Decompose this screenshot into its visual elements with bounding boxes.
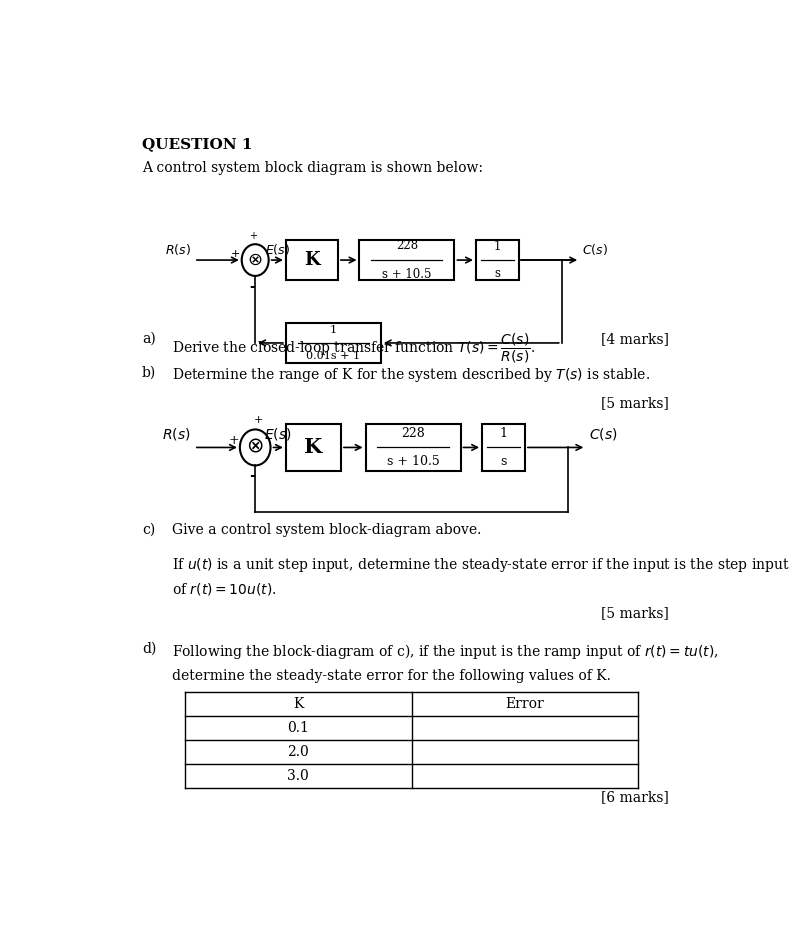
- Text: [4 marks]: [4 marks]: [601, 332, 669, 346]
- Bar: [286, 241, 338, 280]
- Text: 1: 1: [499, 427, 508, 440]
- Bar: [482, 424, 525, 471]
- Text: 228: 228: [396, 239, 418, 252]
- Text: +: +: [231, 249, 240, 259]
- Text: s: s: [494, 268, 501, 280]
- Text: s + 10.5: s + 10.5: [382, 268, 432, 281]
- Text: 2.0: 2.0: [287, 745, 309, 759]
- Text: $C(s)$: $C(s)$: [589, 427, 618, 443]
- Circle shape: [242, 244, 269, 276]
- Text: -: -: [249, 280, 255, 294]
- Text: $C(s)$: $C(s)$: [582, 241, 607, 256]
- Text: of $r(t) = 10u(t)$.: of $r(t) = 10u(t)$.: [172, 580, 277, 597]
- Text: $E(s)$: $E(s)$: [265, 241, 290, 256]
- Text: Determine the range of K for the system described by $T(s)$ is stable.: Determine the range of K for the system …: [172, 366, 650, 384]
- Text: Following the block-diagram of c), if the input is the ramp input of $r(t) = tu(: Following the block-diagram of c), if th…: [172, 642, 719, 661]
- Bar: [286, 424, 341, 471]
- Text: +: +: [254, 415, 263, 425]
- Bar: [365, 424, 460, 471]
- Text: 228: 228: [401, 427, 425, 440]
- Text: Give a control system block-diagram above.: Give a control system block-diagram abov…: [172, 523, 482, 537]
- Text: 1: 1: [330, 325, 337, 335]
- Text: $R(s)$: $R(s)$: [165, 241, 191, 256]
- Text: K: K: [305, 437, 323, 458]
- Text: [5 marks]: [5 marks]: [601, 606, 669, 620]
- Text: Derive the closed-loop transfer function $T(s) = \dfrac{C(s)}{R(s)}$.: Derive the closed-loop transfer function…: [172, 332, 536, 365]
- Text: $\otimes$: $\otimes$: [248, 251, 263, 269]
- Text: $R(s)$: $R(s)$: [162, 427, 191, 443]
- Text: b): b): [142, 366, 156, 380]
- Text: c): c): [142, 523, 155, 537]
- Text: $\otimes$: $\otimes$: [247, 438, 264, 457]
- Text: -: -: [249, 469, 255, 483]
- Text: A control system block diagram is shown below:: A control system block diagram is shown …: [142, 161, 483, 175]
- Text: 0.01s + 1: 0.01s + 1: [306, 351, 361, 361]
- Text: s: s: [500, 455, 507, 468]
- Text: [6 marks]: [6 marks]: [601, 790, 669, 804]
- Text: K: K: [304, 251, 320, 269]
- Text: QUESTION 1: QUESTION 1: [142, 138, 252, 152]
- Text: +: +: [229, 433, 239, 446]
- Bar: [359, 241, 454, 280]
- Text: If $u(t)$ is a unit step input, determine the steady-state error if the input is: If $u(t)$ is a unit step input, determin…: [172, 556, 790, 574]
- Text: 0.1: 0.1: [287, 721, 309, 735]
- Text: determine the steady-state error for the following values of K.: determine the steady-state error for the…: [172, 668, 611, 682]
- Bar: [286, 323, 381, 363]
- Text: d): d): [142, 642, 156, 656]
- Text: K: K: [293, 697, 303, 711]
- Text: Error: Error: [505, 697, 544, 711]
- Text: $E(s)$: $E(s)$: [264, 427, 292, 443]
- Bar: [476, 241, 519, 280]
- Text: a): a): [142, 332, 156, 346]
- Text: 3.0: 3.0: [287, 768, 309, 782]
- Circle shape: [240, 430, 271, 465]
- Text: +: +: [249, 230, 257, 241]
- Text: [5 marks]: [5 marks]: [601, 396, 669, 410]
- Text: s + 10.5: s + 10.5: [387, 456, 440, 468]
- Text: 1: 1: [494, 240, 501, 253]
